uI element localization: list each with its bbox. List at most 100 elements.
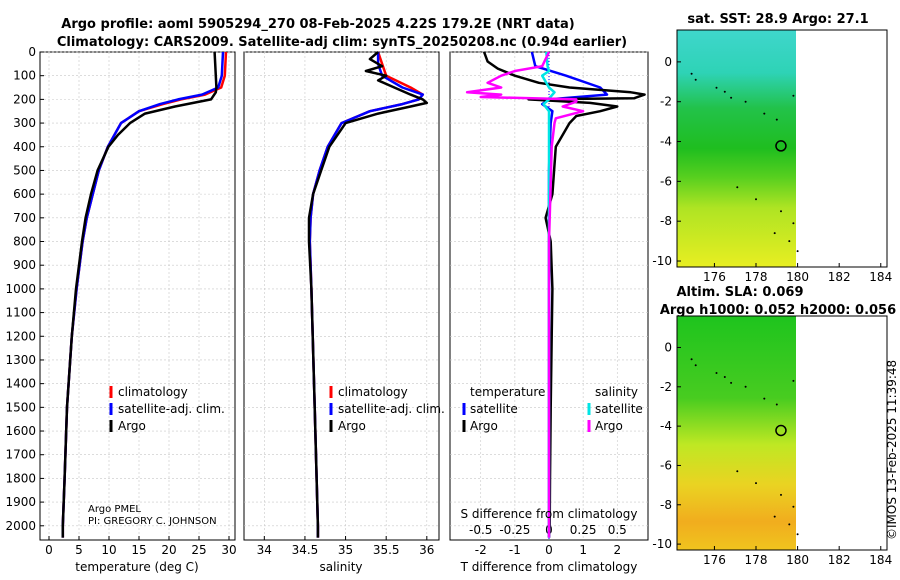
island-dot: [723, 90, 726, 93]
temperature-axes-frame: [39, 51, 236, 541]
sla-map-title-2: Argo h1000: 0.052 h2000: 0.056: [660, 303, 896, 318]
depth-tick-label: 1000: [5, 282, 36, 296]
depth-tick-label: 1800: [5, 471, 36, 485]
argo-position-marker: [775, 140, 787, 152]
s-tick-label: 0.25: [570, 523, 597, 537]
sst-map-panel: sat. SST: 28.9 Argo: 27.1 176 178 180 182 18…: [652, 12, 892, 284]
depth-tick-label: 0: [28, 45, 36, 59]
island-dot: [780, 493, 782, 496]
island-dot: [763, 397, 766, 400]
lat-tick-label: 0: [664, 55, 672, 69]
lon-tick-label: 178: [745, 270, 768, 284]
lon-tick-label: 182: [828, 553, 851, 567]
island-dot: [792, 379, 795, 382]
island-dot: [796, 533, 799, 536]
depth-tick-label: 600: [13, 187, 36, 201]
sla-latitude-ticks: 0 -2 -4 -6 -8 -10: [652, 340, 681, 551]
temperature-legend: climatology satellite-adj. clim. Argo: [109, 385, 225, 433]
temperature-panel: 0100200300400500600700800900100011001200…: [5, 45, 236, 574]
sst-map-frame: [676, 29, 888, 268]
sst-field: [677, 30, 796, 267]
lon-tick-label: 180: [786, 270, 809, 284]
sla-field: [677, 316, 796, 550]
legend-climatology-label: climatology: [338, 385, 408, 399]
island-dot: [730, 96, 733, 99]
island-dot: [792, 505, 795, 508]
depth-tick-label: 1300: [5, 353, 36, 367]
island-dot: [780, 210, 782, 213]
salinity-grid: [244, 51, 439, 540]
x-tick-label: 35: [338, 543, 353, 557]
island-dot: [736, 470, 739, 473]
depth-tick-label: 700: [13, 211, 36, 225]
depth-tick-label: 1600: [5, 424, 36, 438]
legend-temperature-title: temperature: [470, 385, 545, 399]
series-s-argo-line: [465, 51, 585, 538]
x-tick-label: -1: [509, 543, 521, 557]
island-markers: [690, 358, 799, 536]
depth-tick-label: 1700: [5, 448, 36, 462]
lon-tick-label: 182: [828, 270, 851, 284]
depth-tick-label: 100: [13, 69, 36, 83]
island-dot: [694, 364, 697, 367]
difference-series: [465, 51, 646, 538]
t-difference-xlabel: T difference from climatology: [460, 560, 638, 574]
s-tick-label: 0.5: [608, 523, 627, 537]
lat-tick-label: -10: [652, 254, 672, 268]
title-line-1: Argo profile: aoml 5905294_270 08-Feb-20…: [61, 17, 574, 32]
salinity-series: [307, 51, 429, 538]
depth-tick-label: 900: [13, 258, 36, 272]
x-tick-label: 1: [579, 543, 587, 557]
legend-t-argo-label: Argo: [470, 419, 498, 433]
lat-tick-label: -8: [660, 214, 672, 228]
legend-s-satellite-label: satellite: [595, 402, 643, 416]
legend-satellite-label: satellite-adj. clim.: [118, 402, 225, 416]
s-difference-xlabel: S difference from climatology: [461, 507, 638, 521]
x-tick-label: 34: [257, 543, 272, 557]
legend-climatology-label: climatology: [118, 385, 188, 399]
imos-watermark: ©IMOS 13-Feb-2025 11:39:48: [885, 360, 899, 540]
depth-tick-label: 1400: [5, 377, 36, 391]
island-markers: [690, 72, 799, 253]
island-dot: [694, 78, 697, 81]
series-argo-line: [307, 51, 429, 538]
depth-tick-label: 2000: [5, 519, 36, 533]
s-tick-label: -0.5: [469, 523, 492, 537]
s-tick-label: -0.25: [499, 523, 530, 537]
depth-tick-label: 500: [13, 163, 36, 177]
island-dot: [773, 515, 776, 518]
sst-map-title: sat. SST: 28.9 Argo: 27.1: [687, 12, 868, 27]
island-dot: [690, 72, 693, 75]
depth-tick-label: 1100: [5, 306, 36, 320]
x-tick-label: 34.5: [292, 543, 319, 557]
series-argo-line: [61, 51, 218, 538]
island-dot: [736, 186, 739, 189]
island-dot: [763, 112, 766, 115]
difference-legend: temperature salinity satellite Argo sate…: [462, 385, 643, 433]
x-tick-label: 35.5: [373, 543, 400, 557]
salinity-xlabel: salinity: [319, 560, 362, 574]
lat-tick-label: -2: [660, 380, 672, 394]
legend-argo-label: Argo: [338, 419, 366, 433]
island-dot: [715, 86, 718, 89]
island-dot: [773, 232, 776, 235]
title-line-2: Climatology: CARS2009. Satellite-adj cli…: [57, 35, 627, 50]
island-dot: [715, 372, 718, 374]
lat-tick-label: -4: [660, 135, 672, 149]
difference-panel: -2 -1 0 1 2 -0.5 -0.25 0 0.25 0.5 T difference f…: [449, 51, 649, 574]
legend-t-satellite-label: satellite: [470, 402, 518, 416]
sla-map-title-1: Altim. SLA: 0.069: [677, 285, 804, 300]
lon-tick-label: 178: [745, 553, 768, 567]
salinity-tick-labels: 34 34.5 35 35.5 36: [257, 543, 435, 557]
island-dot: [792, 222, 795, 225]
lat-tick-label: -2: [660, 95, 672, 109]
depth-tick-label: 1900: [5, 495, 36, 509]
depth-tick-label: 1500: [5, 400, 36, 414]
lon-tick-label: 176: [703, 553, 726, 567]
lat-tick-label: 0: [664, 340, 672, 354]
island-dot: [788, 240, 791, 243]
temperature-xlabel: temperature (deg C): [75, 560, 198, 574]
legend-satellite-label: satellite-adj. clim.: [338, 402, 445, 416]
sla-map-panel: Altim. SLA: 0.069 Argo h1000: 0.052 h200…: [652, 285, 896, 567]
